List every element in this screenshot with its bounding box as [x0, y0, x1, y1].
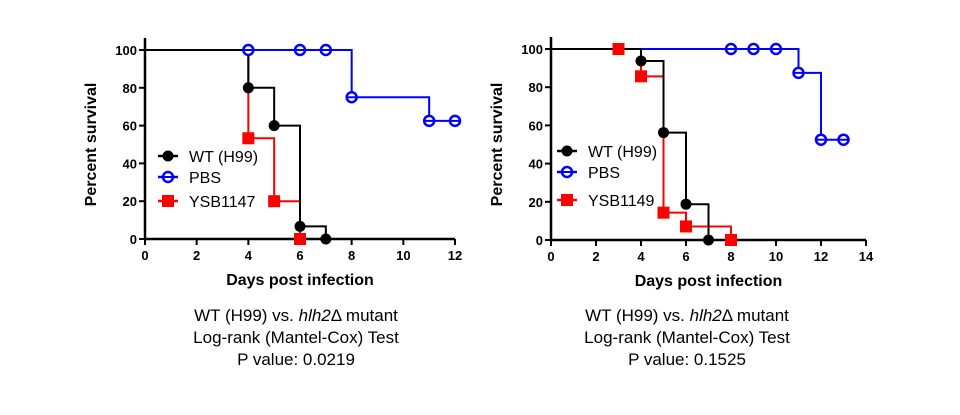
legend-marker: [561, 145, 573, 157]
caption-p-value: P value: 0.0219: [237, 350, 355, 369]
legend-label: PBS: [189, 170, 221, 187]
survival-chart-left: 0 20 40 60 80 100 0 2 4 6 8 10 12 Days post infection…: [83, 38, 462, 289]
x-tick-label: 8: [348, 248, 355, 263]
data-point: [725, 234, 737, 246]
y-tick-label: 20: [123, 194, 137, 209]
legend-label: WT (H99): [189, 149, 258, 166]
caption-p-value: P value: 0.1525: [628, 350, 746, 369]
y-tick-label: 0: [536, 233, 543, 248]
data-point: [268, 120, 280, 132]
series-line-pbs: [551, 48, 844, 141]
data-point: [680, 220, 692, 233]
data-point: [657, 206, 670, 219]
x-tick-label: 10: [769, 249, 783, 264]
y-tick-label: 40: [123, 156, 137, 171]
y-tick-label: 20: [529, 195, 543, 210]
y-tick-label: 0: [130, 232, 137, 247]
x-axis-title: Days post infection: [226, 272, 374, 289]
data-point: [320, 233, 332, 245]
x-tick-label: 0: [141, 248, 148, 263]
legend-marker: [162, 195, 174, 207]
x-tick-label: 0: [547, 249, 554, 264]
data-point: [268, 195, 281, 208]
legend-label: YSB1147: [189, 194, 256, 211]
data-point: [703, 234, 714, 246]
caption-left: WT (H99) vs. hlh2Δ mutant Log-rank (Mant…: [136, 305, 456, 371]
caption-comparison: WT (H99) vs. hlh2Δ mutant: [194, 306, 398, 325]
y-tick-label: 60: [529, 118, 543, 133]
x-tick-label: 4: [637, 249, 645, 264]
caption-comparison: WT (H99) vs. hlh2Δ mutant: [585, 306, 789, 325]
data-point: [242, 132, 255, 145]
legend-label: YSB1149: [588, 193, 655, 210]
x-tick-label: 12: [448, 248, 462, 263]
x-tick-label: 2: [592, 249, 599, 264]
survival-chart-right: 0 20 40 60 80 100 0 2 4 6 8 10 12 14 Days post infecti…: [489, 37, 874, 290]
caption-right: WT (H99) vs. hlh2Δ mutant Log-rank (Mant…: [527, 305, 847, 371]
data-point: [294, 220, 306, 232]
data-point: [635, 55, 647, 67]
data-point: [294, 233, 306, 245]
y-tick-label: 80: [529, 80, 543, 95]
x-tick-label: 14: [859, 249, 874, 264]
data-point: [658, 127, 669, 139]
y-axis-title: Percent survival: [83, 83, 100, 207]
caption-test-name: Log-rank (Mantel-Cox) Test: [584, 328, 790, 347]
data-point: [242, 82, 254, 94]
data-point: [635, 70, 647, 83]
caption-test-name: Log-rank (Mantel-Cox) Test: [193, 328, 399, 347]
x-tick-label: 6: [682, 249, 689, 264]
legend-marker: [561, 194, 573, 206]
legend-label: PBS: [588, 165, 620, 182]
series-line-pbs: [145, 49, 455, 122]
y-tick-label: 100: [521, 42, 543, 57]
x-tick-label: 12: [814, 249, 828, 264]
y-tick-label: 60: [123, 119, 137, 134]
data-point: [612, 43, 625, 55]
x-tick-label: 2: [193, 248, 200, 263]
y-tick-label: 100: [115, 43, 137, 58]
x-tick-label: 4: [245, 248, 253, 263]
legend-marker: [162, 150, 174, 162]
data-point: [680, 198, 692, 210]
x-tick-label: 10: [396, 248, 410, 263]
x-tick-label: 8: [727, 249, 734, 264]
y-tick-label: 40: [529, 157, 543, 172]
y-axis-title: Percent survival: [489, 83, 506, 207]
x-axis-title: Days post infection: [635, 273, 783, 290]
x-tick-label: 6: [296, 248, 303, 263]
legend-label: WT (H99): [588, 144, 657, 161]
y-tick-label: 80: [123, 81, 137, 96]
